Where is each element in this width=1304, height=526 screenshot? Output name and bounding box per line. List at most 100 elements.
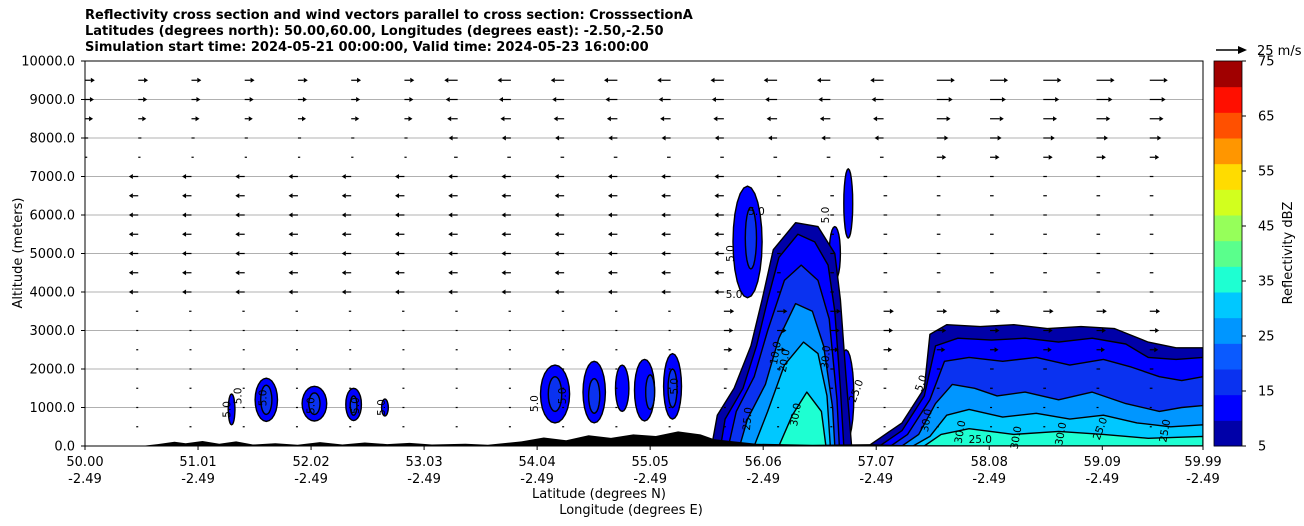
wind-vector-head xyxy=(1047,347,1052,353)
reflectivity-contour xyxy=(744,206,758,270)
wind-vector-head xyxy=(816,77,821,83)
wind-vector-head xyxy=(395,193,400,199)
wind-vector-head xyxy=(950,77,955,83)
wind-vector-head xyxy=(714,270,719,276)
x-tick-label-lon: -2.49 xyxy=(407,472,441,487)
wind-vector-head xyxy=(235,193,240,199)
colorbar-tick-label: 15 xyxy=(1258,385,1275,400)
wind-vector-head xyxy=(182,174,187,179)
contour-label: 5.0 xyxy=(257,390,269,407)
wind-vector-head xyxy=(554,231,559,237)
quiver-key-arrow-head xyxy=(1238,46,1247,54)
wind-vector-head xyxy=(501,174,506,179)
colorbar-bin xyxy=(1214,369,1242,396)
colorbar-bin xyxy=(1214,240,1242,267)
wind-vector-head xyxy=(302,116,307,122)
contour-label: 30.0 xyxy=(953,419,969,444)
wind-vector-head xyxy=(501,212,506,218)
reflectivity-contour xyxy=(778,391,827,446)
wind-vector-head xyxy=(235,289,240,295)
wind-vector-head xyxy=(604,77,609,83)
contour-label: 30.0 xyxy=(1009,425,1025,450)
y-tick-label: 8000.0 xyxy=(30,132,76,147)
wind-vector-head xyxy=(995,154,1000,160)
wind-vector-head xyxy=(408,116,413,122)
quiver-key: 25 m/s xyxy=(1216,44,1302,59)
x-axis-label-2: Longitude (degrees E) xyxy=(559,503,703,518)
wind-vector-head xyxy=(873,116,878,122)
chart-title-line-3: Simulation start time: 2024-05-21 00:00:… xyxy=(85,40,649,55)
wind-vector-head xyxy=(874,135,879,141)
x-tick-label: 53.03 xyxy=(405,455,442,470)
wind-vector-head xyxy=(554,212,559,218)
wind-vector-head xyxy=(341,212,346,218)
wind-vector-head xyxy=(250,77,255,83)
wind-vector-head xyxy=(944,135,949,141)
quiver-key-label: 25 m/s xyxy=(1257,44,1302,59)
wind-vector-head xyxy=(128,270,133,276)
wind-vector-head xyxy=(76,270,80,275)
colorbar-bin xyxy=(1214,317,1242,344)
wind-vector-head xyxy=(448,270,453,276)
x-tick-label-lon: -2.49 xyxy=(520,472,554,487)
wind-vector-head xyxy=(818,97,823,102)
wind-vector-head xyxy=(288,193,293,199)
wind-vector-head xyxy=(554,270,559,276)
terrain-fill xyxy=(85,431,1203,446)
y-tick-label: 4000.0 xyxy=(30,286,76,301)
x-tick-label: 59.09 xyxy=(1084,455,1121,470)
x-tick-label: 55.05 xyxy=(632,455,669,470)
wind-vector-head xyxy=(128,289,133,295)
reflectivity-contour xyxy=(308,392,321,416)
colorbar-bin xyxy=(1214,394,1242,421)
wind-vector-head xyxy=(341,270,346,276)
contour-label: 5.0 xyxy=(669,378,681,395)
wind-vector-head xyxy=(1163,77,1168,83)
wind-vector-head xyxy=(941,347,946,353)
wind-vector-head xyxy=(1208,155,1212,160)
wind-vector-head xyxy=(1110,77,1115,83)
wind-vector-head xyxy=(1004,77,1009,83)
y-tick-label: 10000.0 xyxy=(21,55,75,70)
colorbar-bin xyxy=(1214,61,1242,88)
wind-vector-head xyxy=(288,270,293,276)
wind-vector-head xyxy=(182,231,187,237)
wind-vector-head xyxy=(1155,328,1160,333)
wind-vector-head xyxy=(607,231,612,237)
reflectivity-contour xyxy=(547,376,563,413)
wind-vector-head xyxy=(409,97,414,102)
wind-vector-head xyxy=(128,193,133,199)
colorbar-label: Reflectivity dBZ xyxy=(1281,202,1296,305)
wind-vector-head xyxy=(498,97,503,102)
wind-vector-head xyxy=(128,174,133,179)
wind-vector-head xyxy=(1108,97,1113,102)
reflectivity-contour xyxy=(923,428,1203,446)
wind-vector-head xyxy=(89,116,94,122)
wind-vector-head xyxy=(661,231,666,237)
wind-vector-head xyxy=(235,251,240,256)
x-tick-label-lon: -2.49 xyxy=(859,472,893,487)
colorbar-tick-label: 75 xyxy=(1258,55,1275,70)
wind-vector-head xyxy=(128,251,133,256)
y-tick-label: 1000.0 xyxy=(30,401,76,416)
wind-vector-head xyxy=(195,116,200,122)
wind-vector-head xyxy=(554,251,559,256)
wind-vector-head xyxy=(448,231,453,237)
wind-vector-head xyxy=(1159,116,1164,122)
colorbar-bin xyxy=(1214,86,1242,113)
wind-vector-head xyxy=(1102,308,1107,314)
wind-vector-head xyxy=(729,328,734,333)
wind-vector-head xyxy=(888,328,893,333)
colorbar-tick-label: 65 xyxy=(1258,110,1275,125)
wind-vector-head xyxy=(766,116,771,122)
wind-vector-head xyxy=(607,193,612,199)
wind-vector-head xyxy=(1048,154,1053,160)
wind-vector-head xyxy=(76,290,80,295)
wind-vector-head xyxy=(182,193,187,199)
wind-vector-head xyxy=(942,328,947,333)
wind-vector-head xyxy=(942,154,947,160)
wind-vector-head xyxy=(660,116,665,122)
wind-vector-head xyxy=(448,174,453,179)
wind-vector-head xyxy=(997,135,1002,141)
wind-vector-head xyxy=(994,347,999,353)
